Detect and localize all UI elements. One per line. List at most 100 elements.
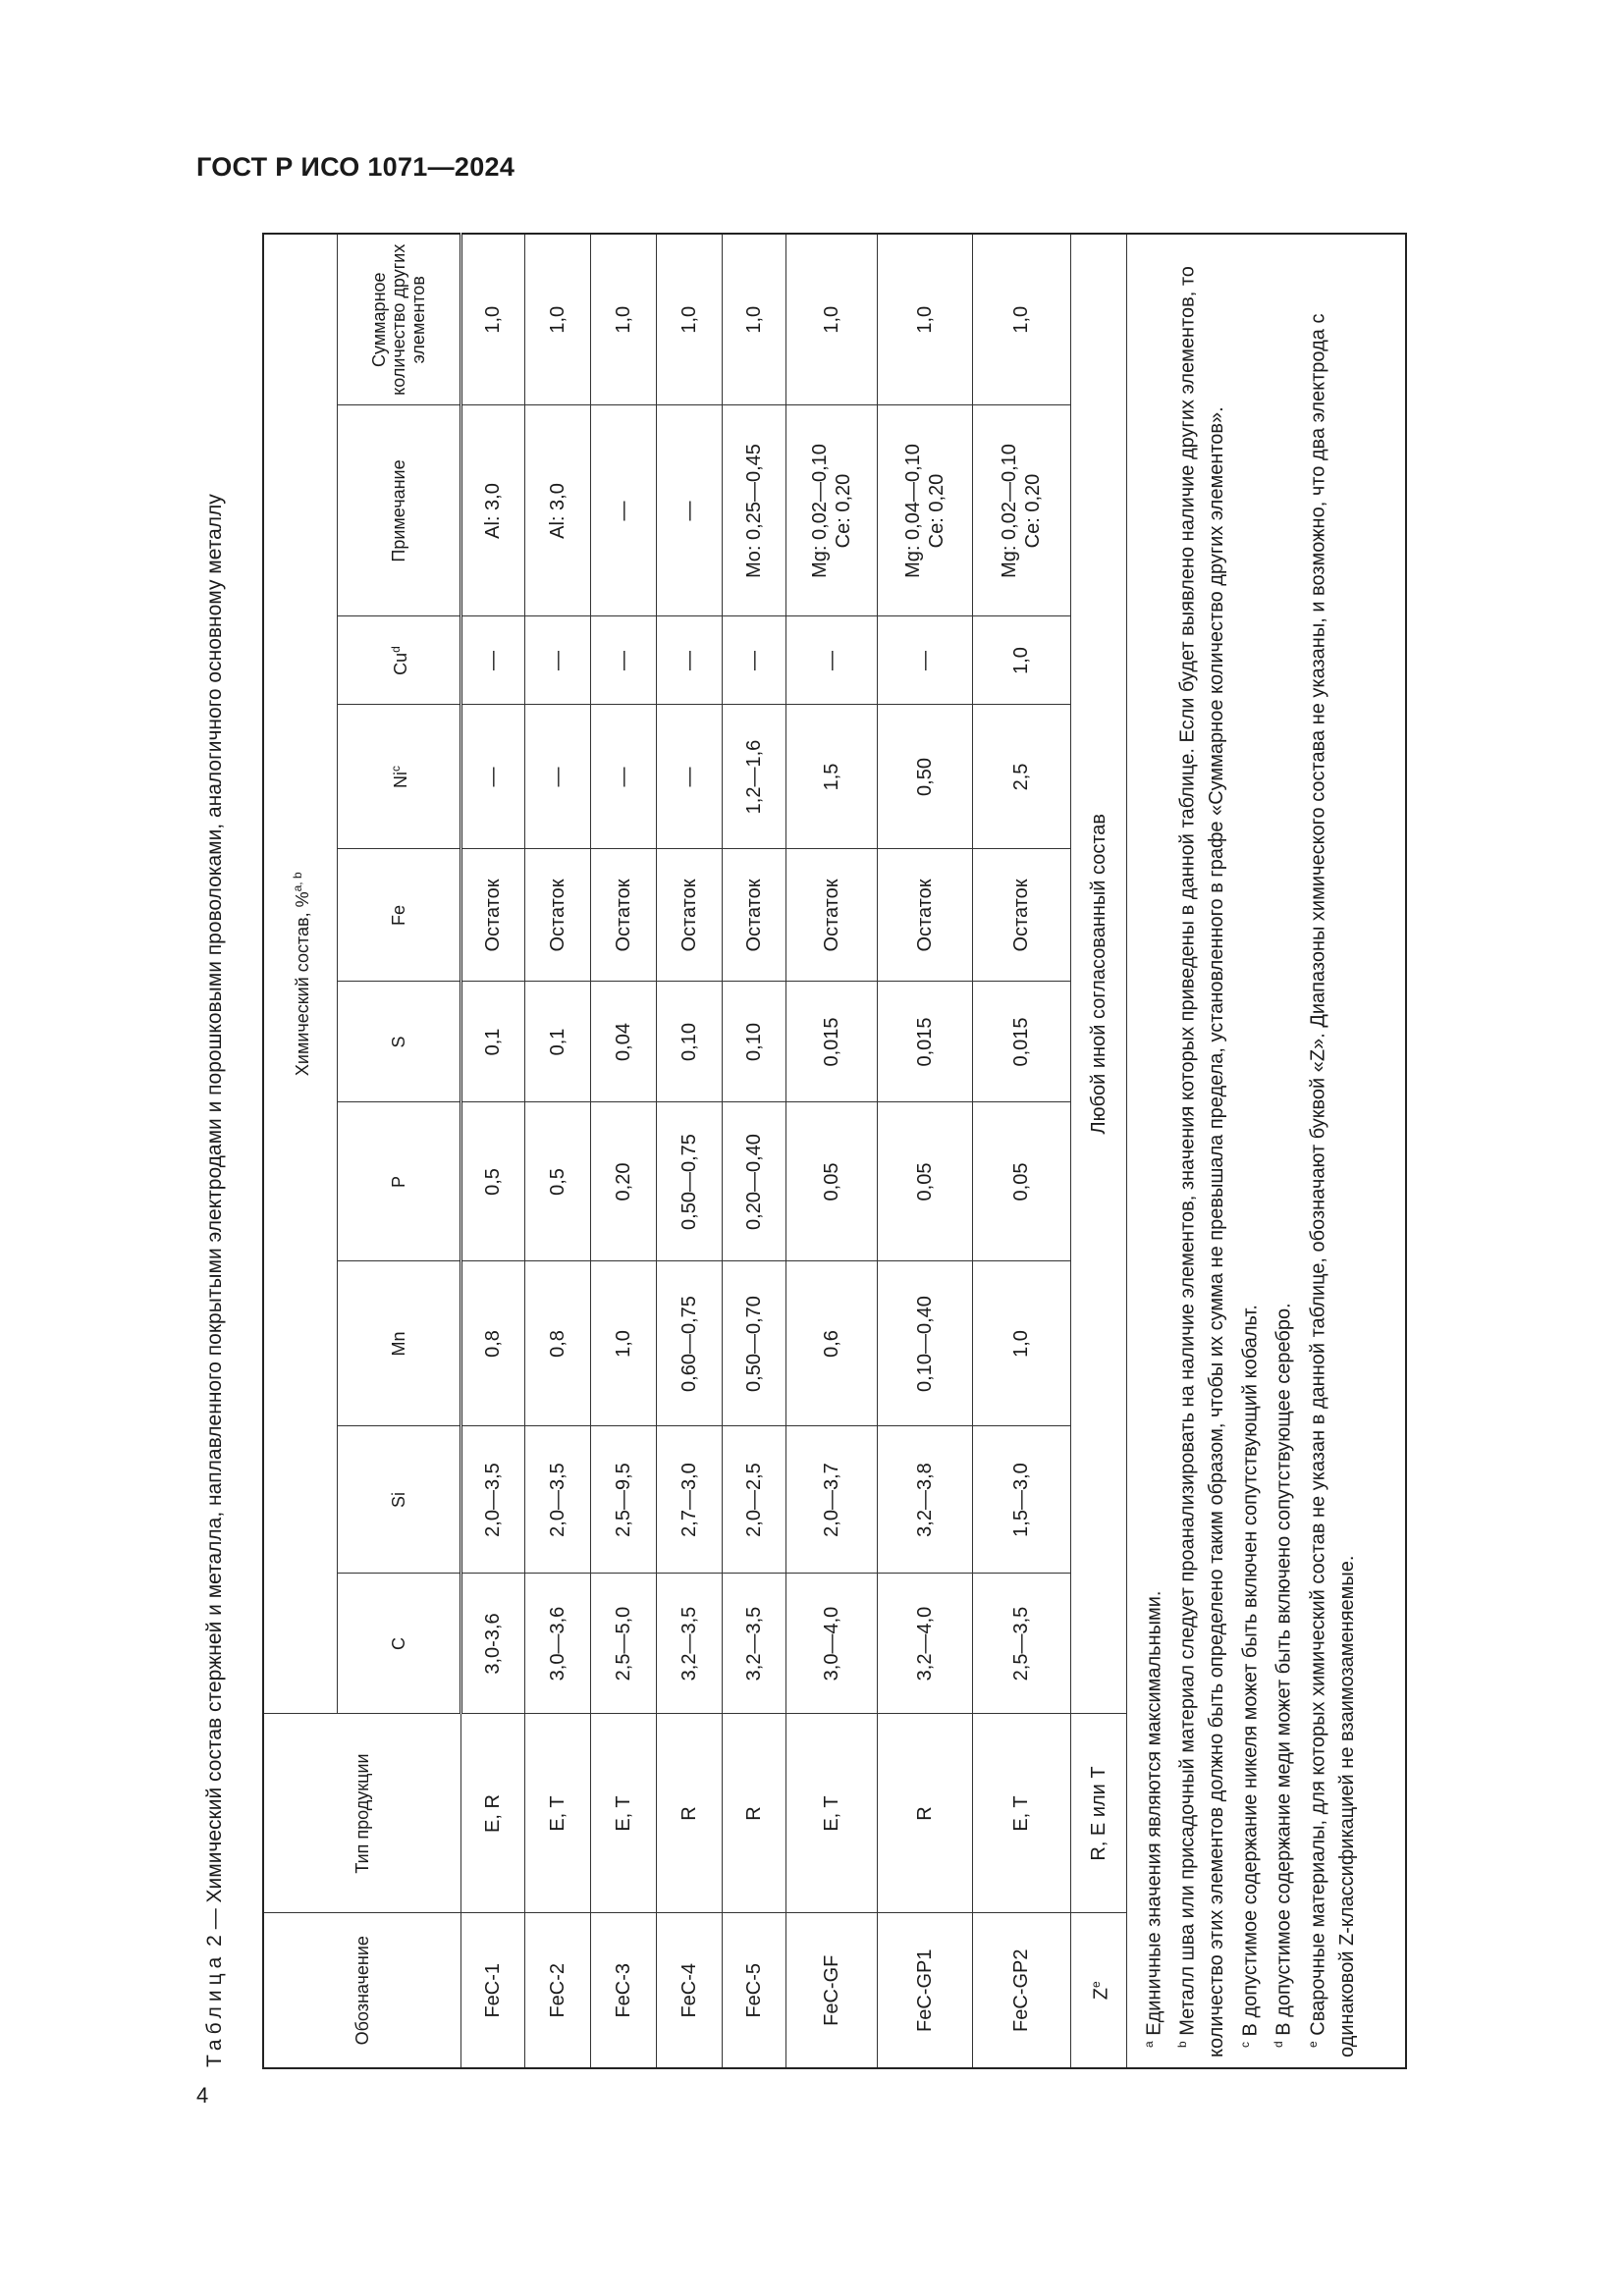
cell-d: FeC-5 <box>722 1913 785 2068</box>
cell-t: E, T <box>590 1714 656 1913</box>
cell-c: 3,0-3,6 <box>460 1574 524 1714</box>
cell-s: 0,1 <box>460 982 524 1102</box>
cell-d: FeC-1 <box>460 1913 524 2068</box>
cell-t: E, T <box>785 1714 877 1913</box>
cell-cu: — <box>656 616 722 705</box>
footnote: d В допустимое содержание меди может быт… <box>1265 244 1299 2057</box>
cell-note: Mg: 0,02—0,10 Ce: 0,20 <box>972 405 1070 616</box>
header-p: P <box>337 1102 460 1261</box>
cell-tot: 1,0 <box>524 233 590 405</box>
cell-ni: — <box>460 705 524 849</box>
cell-d: Ze <box>1070 1913 1126 2068</box>
header-chemical-composition: Химический состав, %a, b <box>263 233 337 1714</box>
table-row: FeC-GP1 R 3,2—4,0 3,2—3,8 0,10—0,40 0,05 0,015… <box>877 233 972 2068</box>
cell-ni: — <box>590 705 656 849</box>
cell-tot: 1,0 <box>590 233 656 405</box>
cell-fe: Остаток <box>656 849 722 982</box>
footnote-text: Единичные значения являются максимальным… <box>1143 1590 1165 2036</box>
note-line: Ce: 0,20 <box>832 473 854 549</box>
cell-s: 0,015 <box>785 982 877 1102</box>
cell-d: FeC-GP1 <box>877 1913 972 2068</box>
cell-fe: Остаток <box>524 849 590 982</box>
footnote: a Единичные значения являются максимальн… <box>1135 244 1169 2057</box>
cell-c: 2,5—5,0 <box>590 1574 656 1714</box>
note-line: Al: 3,0 <box>546 483 568 539</box>
cell-d: FeC-GP2 <box>972 1913 1070 2068</box>
cell-mn: 0,8 <box>460 1261 524 1426</box>
cell-p: 0,5 <box>524 1102 590 1261</box>
cell-ni: — <box>524 705 590 849</box>
cell-p: 0,50—0,75 <box>656 1102 722 1261</box>
cell-fe: Остаток <box>460 849 524 982</box>
footnote-mark: b <box>1175 2041 1190 2048</box>
table-caption: Таблица 2 — Химический состав стержней и… <box>201 235 262 2069</box>
cell-cu: — <box>877 616 972 705</box>
cell-p: 0,20—0,40 <box>722 1102 785 1261</box>
table-row: FeC-5 R 3,2—3,5 2,0—2,5 0,50—0,70 0,20—0,40 0,… <box>722 233 785 2068</box>
note-line: Ce: 0,20 <box>925 473 947 549</box>
footnote-text: В допустимое содержание меди может быть … <box>1273 1303 1296 2036</box>
table-row: FeC-4 R 3,2—3,5 2,7—3,0 0,60—0,75 0,50—0,75 0,… <box>656 233 722 2068</box>
cell-si: 2,7—3,0 <box>656 1426 722 1574</box>
cell-note: Mg: 0,04—0,10 Ce: 0,20 <box>877 405 972 616</box>
cell-c: 3,2—4,0 <box>877 1574 972 1714</box>
cell-si: 2,0—3,5 <box>460 1426 524 1574</box>
cell-fe: Остаток <box>877 849 972 982</box>
header-si: Si <box>337 1426 460 1574</box>
footnote-mark: d <box>1272 2041 1286 2048</box>
cell-mn: 0,8 <box>524 1261 590 1426</box>
cell-d: FeC-3 <box>590 1913 656 2068</box>
note-line: Mg: 0,02—0,10 <box>808 444 831 578</box>
cell-ni: 0,50 <box>877 705 972 849</box>
cell-note: Mg: 0,02—0,10 Ce: 0,20 <box>785 405 877 616</box>
cell-c: 3,2—3,5 <box>656 1574 722 1714</box>
cell-d: FeC-4 <box>656 1913 722 2068</box>
cell-t: R, E или T <box>1070 1714 1126 1913</box>
caption-label: Таблица <box>203 1951 226 2067</box>
cell-t: E, T <box>524 1714 590 1913</box>
cell-s: 0,04 <box>590 982 656 1102</box>
footnote: b Металл шва или присадочный материал сл… <box>1168 244 1231 2057</box>
footnote: c В допустимое содержание никеля может б… <box>1231 244 1266 2057</box>
cell-t: E, R <box>460 1714 524 1913</box>
cell-s: 0,1 <box>524 982 590 1102</box>
cell-si: 2,0—3,5 <box>524 1426 590 1574</box>
footnote-mark: a <box>1141 2041 1156 2048</box>
cell-cu: — <box>460 616 524 705</box>
cell-tot: 1,0 <box>656 233 722 405</box>
header-fe: Fe <box>337 849 460 982</box>
cell-mn: 0,6 <box>785 1261 877 1426</box>
cell-fe: Остаток <box>972 849 1070 982</box>
cell-cu: — <box>524 616 590 705</box>
cell-si: 2,0—3,7 <box>785 1426 877 1574</box>
cell-note: Mo: 0,25—0,45 <box>722 405 785 616</box>
cell-s: 0,10 <box>722 982 785 1102</box>
header-chem-text: Химический состав, % <box>293 891 313 1077</box>
table-row: FeC-1 E, R 3,0-3,6 2,0—3,5 0,8 0,5 0,1 Остаток —… <box>460 233 524 2068</box>
header-ni: Nic <box>337 705 460 849</box>
cell-si: 2,5—9,5 <box>590 1426 656 1574</box>
cell-note: — <box>590 405 656 616</box>
footnote-mark: c <box>1237 2042 1252 2048</box>
header-total-other: Суммарное количество других элементов <box>337 233 460 405</box>
cell-note: Al: 3,0 <box>524 405 590 616</box>
table-row: FeC-2 E, T 3,0—3,6 2,0—3,5 0,8 0,5 0,1 Остаток —… <box>524 233 590 2068</box>
caption-text: 2 — Химический состав стержней и металла… <box>203 494 226 1952</box>
cell-tot: 1,0 <box>460 233 524 405</box>
table-row: FeC-GF E, T 3,0—4,0 2,0—3,7 0,6 0,05 0,015 Оста… <box>785 233 877 2068</box>
footnote-mark: e <box>1306 2041 1321 2048</box>
cell-fe: Остаток <box>722 849 785 982</box>
cell-z-composition: Любой иной согласованный состав <box>1070 233 1126 1714</box>
cell-t: E, T <box>972 1714 1070 1913</box>
note-line: Mg: 0,02—0,10 <box>999 444 1020 578</box>
note-line: Mo: 0,25—0,45 <box>742 444 765 578</box>
cell-tot: 1,0 <box>972 233 1070 405</box>
cell-t: R <box>722 1714 785 1913</box>
cell-cu: — <box>785 616 877 705</box>
cell-c: 3,0—3,6 <box>524 1574 590 1714</box>
cell-ni: 2,5 <box>972 705 1070 849</box>
cell-ni: 1,5 <box>785 705 877 849</box>
cell-p: 0,20 <box>590 1102 656 1261</box>
page-number: 4 <box>196 2083 209 2108</box>
note-line: Ce: 0,20 <box>1022 473 1044 549</box>
